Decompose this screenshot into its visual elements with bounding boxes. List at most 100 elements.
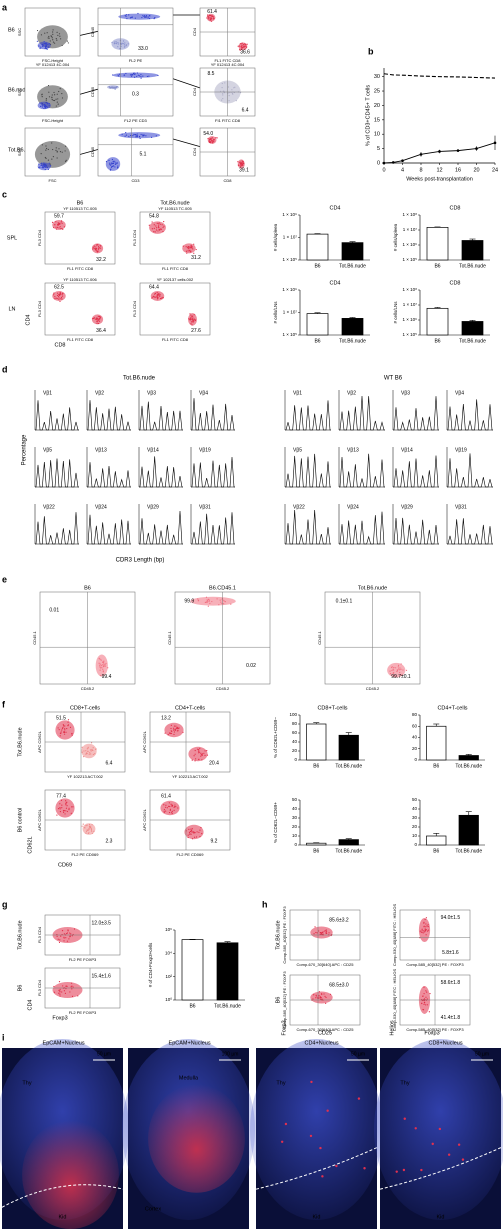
y-axis-label: Comp-585_40[532] PE : FOXP3 (282, 906, 287, 964)
cell-dot (91, 830, 93, 832)
cell-dot (203, 752, 205, 754)
cell-dot (199, 835, 201, 838)
cell-dot (175, 806, 177, 808)
y-axis-label: Comp-530_40[488] FITC : HELIOS (392, 904, 397, 967)
cell-dot (423, 1000, 425, 1002)
cell-dot (64, 729, 66, 731)
cell-dot (44, 168, 46, 171)
y-tick-label: 40 (292, 806, 298, 811)
cell-dot (209, 141, 211, 144)
cell-dot (422, 1008, 424, 1011)
y-axis-label: APC CD62L (37, 808, 42, 831)
cell-dot (36, 29, 39, 32)
cell-dot (241, 44, 243, 47)
cell-dot (393, 672, 395, 674)
gate-percent: 0.1±0.1 (336, 599, 353, 605)
cell-dot (169, 805, 171, 808)
cell-dot (51, 158, 53, 160)
x-tick-label: Tot.B6.nude (214, 1003, 241, 1009)
cell-dot (64, 728, 66, 730)
cell-dot (71, 995, 74, 997)
cell-dot (213, 139, 215, 141)
cell-dot (52, 33, 54, 35)
cell-dot (58, 297, 60, 299)
cell-dot (211, 17, 213, 19)
cell-dot (212, 142, 214, 144)
y-axis-label: Comp-530_40[488] FITC : HELIOS (392, 969, 397, 1032)
cell-dot (134, 17, 136, 19)
spectratype-trace (285, 453, 331, 488)
y-axis-label: CD4 (192, 27, 197, 36)
gate-percent: 54.0 (203, 131, 213, 137)
cell-dot (48, 35, 50, 38)
x-axis-label: FL2 PE CD3 (124, 118, 147, 123)
cell-dot (65, 985, 67, 987)
cell-dot (190, 316, 192, 318)
cell-dot (56, 39, 58, 41)
cell-dot (63, 936, 65, 938)
tissue-label: Kid (313, 1214, 321, 1220)
point (419, 153, 423, 156)
x-axis-label: CD45.2 (216, 686, 230, 691)
stain-signal (457, 1143, 461, 1146)
cell-dot (63, 725, 65, 727)
cell-dot (177, 727, 179, 730)
cell-dot (425, 917, 427, 919)
cell-dot (51, 142, 53, 144)
cell-dot (117, 74, 119, 76)
gate-percent: 20.4 (209, 760, 219, 766)
cell-dot (130, 134, 132, 137)
cell-dot (53, 226, 55, 229)
cell-dot (174, 804, 176, 806)
cell-dot (71, 806, 73, 808)
gate-percent: 36.4 (96, 328, 106, 334)
cell-dot (402, 669, 404, 671)
cell-dot (50, 165, 52, 167)
cell-dot (90, 750, 92, 752)
cell-dot (192, 319, 195, 322)
cell-dot (142, 135, 144, 137)
cell-dot (67, 42, 69, 44)
cell-dot (59, 151, 62, 153)
cell-dot (48, 105, 50, 107)
bar (458, 755, 479, 761)
spectratype-trace (393, 396, 439, 431)
v-beta-label: Vβ29 (401, 504, 413, 510)
cell-dot (125, 15, 127, 18)
cell-dot (213, 17, 215, 19)
cell-dot (62, 726, 64, 729)
stain-signal (309, 1134, 313, 1138)
gate-percent: 5.8±1.6 (442, 950, 459, 956)
cell-dot (426, 1004, 429, 1006)
cell-dot (148, 15, 150, 17)
cell-dot (193, 755, 195, 757)
cell-dot (47, 46, 49, 48)
cell-dot (46, 166, 49, 169)
gate-percent: 64.4 (149, 284, 159, 290)
bar (426, 227, 449, 261)
cell-dot (56, 228, 58, 230)
cell-dot (319, 931, 321, 934)
cell-dot (112, 160, 114, 162)
cell-dot (63, 731, 65, 733)
cell-dot (197, 748, 199, 750)
spectratype-trace (87, 400, 131, 431)
cell-dot (93, 830, 95, 832)
y-axis-label: CD45.1 (32, 630, 37, 644)
x-tick-label: B6 (433, 848, 439, 854)
cell-dot (72, 933, 74, 936)
cell-dot (65, 731, 67, 733)
cell-cloud (188, 746, 208, 762)
gate-percent: 12.0±3.5 (92, 920, 112, 926)
cell-dot (95, 246, 97, 248)
cell-dot (424, 1002, 426, 1004)
cell-dot (155, 225, 157, 227)
cell-dot (70, 982, 73, 984)
cell-dot (159, 295, 161, 297)
cell-cloud (91, 314, 104, 325)
y-tick-label: 1 × 10⁶ (403, 317, 418, 322)
gate-percent: 99.9 (184, 599, 194, 605)
cell-dot (65, 810, 67, 812)
cell-dot (155, 135, 157, 137)
stain-signal (148, 1084, 245, 1193)
